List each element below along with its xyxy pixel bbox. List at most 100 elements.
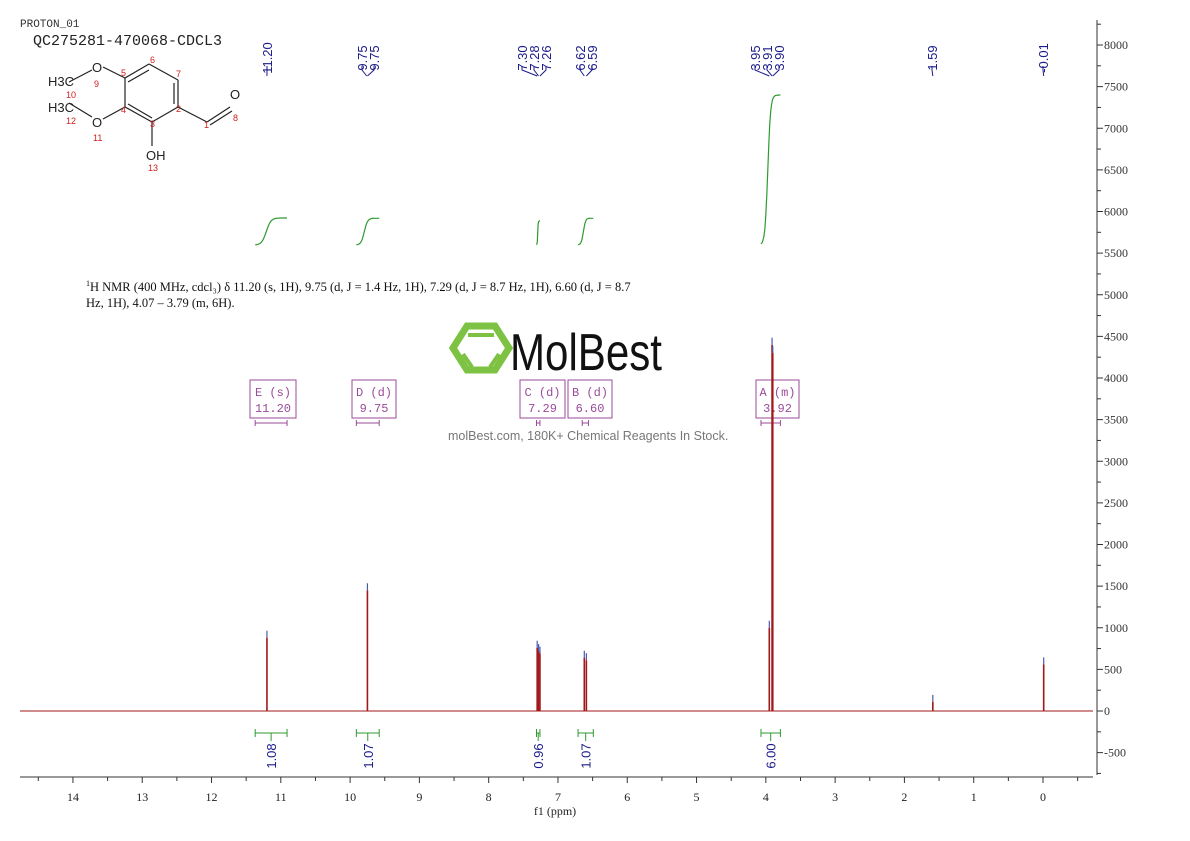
x-tick-label: 8 [486, 790, 492, 804]
atom-label: H3C [48, 74, 74, 89]
multiplet-label: D (d) [356, 386, 392, 400]
integral-bracket [535, 729, 541, 741]
y-tick-label: -500 [1104, 746, 1126, 760]
peak-label: 7.30 [515, 45, 530, 70]
multiplet-shift: 3.92 [763, 402, 792, 416]
integral-curve [760, 94, 781, 245]
x-tick-label: 7 [555, 790, 561, 804]
peak-label: 9.75 [355, 45, 370, 70]
atom-number: 9 [94, 79, 99, 89]
integral-value: 1.07 [579, 743, 594, 768]
multiplet-box [351, 379, 397, 419]
peak-label-leader [931, 66, 934, 77]
multiplet-range [581, 420, 589, 426]
multiplet-label: E (s) [255, 386, 291, 400]
peak-label: 1.59 [925, 45, 940, 70]
atom-label: H3C [48, 100, 74, 115]
peak-label-leader [533, 66, 539, 77]
atom-number: 4 [121, 105, 126, 115]
watermark: MolBest molBest.com, 180K+ Chemical Reag… [448, 322, 728, 443]
multiplet-label: C (d) [524, 386, 560, 400]
atom-number: 11 [93, 133, 102, 143]
sample-id: QC275281-470068-CDCL3 [33, 33, 223, 50]
x-tick-label: 14 [67, 790, 79, 804]
watermark-brand: MolBest [510, 324, 662, 382]
y-tick-label: 8000 [1104, 38, 1128, 52]
integral-curve [255, 217, 287, 246]
watermark-tagline: molBest.com, 180K+ Chemical Reagents In … [448, 429, 728, 443]
peak-label: 3.95 [748, 45, 763, 70]
multiplet-shift: 11.20 [255, 402, 291, 416]
multiplet-range [535, 420, 541, 426]
atom-number: 8 [233, 113, 238, 123]
integral-bracket [254, 729, 288, 741]
peak-label: 6.62 [573, 45, 588, 70]
peak-label: 7.28 [527, 45, 542, 70]
integral-value: 6.00 [764, 743, 779, 768]
molecule-structure: H3C O O H3C O OH 10 9 5 6 7 2 1 8 4 3 12… [48, 55, 240, 173]
x-tick-label: 5 [694, 790, 700, 804]
integral-curve [536, 220, 540, 246]
x-tick-label: 12 [206, 790, 218, 804]
x-tick-label: 11 [275, 790, 287, 804]
y-tick-label: 6500 [1104, 163, 1128, 177]
y-tick-label: 3500 [1104, 413, 1128, 427]
y-tick-label: 6000 [1104, 205, 1128, 219]
y-tick-label: 2000 [1104, 538, 1128, 552]
multiplet-label: A (m) [759, 386, 795, 400]
x-tick-label: 13 [136, 790, 148, 804]
x-tick-label: 2 [901, 790, 907, 804]
peak-label-leader [361, 66, 368, 77]
y-tick-label: 500 [1104, 662, 1122, 676]
nmr-description: 1H NMR (400 MHz, cdcl₃) δ 11.20 (s, 1H),… [86, 279, 631, 311]
atom-number: 5 [121, 68, 126, 78]
experiment-name: PROTON_01 [20, 19, 80, 31]
multiplet-box [567, 379, 613, 419]
peak-label: 7.26 [539, 45, 554, 70]
integral-curve [577, 217, 594, 246]
x-tick-label: 9 [416, 790, 422, 804]
atom-number: 3 [150, 119, 155, 129]
integral-bracket [760, 729, 781, 741]
y-tick-label: 4500 [1104, 329, 1128, 343]
multiplet-shift: 7.29 [528, 402, 557, 416]
multiplet-box [755, 379, 800, 419]
atom-label: O [230, 87, 240, 102]
peak-label: 3.91 [760, 45, 775, 70]
peak-label: 9.75 [367, 45, 382, 70]
peak-label-leader [579, 66, 585, 77]
x-tick-label: 6 [624, 790, 630, 804]
peak-label: -0.01 [1036, 43, 1051, 73]
x-tick-label: 10 [344, 790, 356, 804]
peak-label: 6.59 [585, 45, 600, 70]
peak-label-leader [766, 66, 773, 77]
multiplet-box [519, 379, 566, 419]
y-tick-label: 1500 [1104, 579, 1128, 593]
integral-value: 0.96 [531, 743, 546, 768]
atom-number: 10 [66, 90, 76, 100]
peak-label-leader [539, 66, 547, 77]
y-tick-label: 7500 [1104, 80, 1128, 94]
y-tick-label: 4000 [1104, 371, 1128, 385]
y-tick-label: 3000 [1104, 454, 1128, 468]
integral-bracket [355, 729, 380, 741]
atom-label: OH [146, 148, 166, 163]
peak-label-leader [586, 66, 593, 77]
multiplet-shift: 6.60 [576, 402, 605, 416]
peak-label-leader [367, 66, 375, 77]
atom-label: O [92, 115, 102, 130]
x-axis-label: f1 (ppm) [534, 804, 576, 818]
atom-number: 2 [176, 104, 181, 114]
x-tick-label: 1 [971, 790, 977, 804]
multiplet-range [355, 420, 380, 426]
integral-bracket [577, 729, 594, 741]
multiplet-range [760, 420, 781, 426]
multiplet-label: B (d) [572, 386, 608, 400]
peak-label: 3.90 [772, 45, 787, 70]
x-tick-label: 4 [763, 790, 769, 804]
y-tick-label: 1000 [1104, 621, 1128, 635]
peak-label-leader [521, 66, 538, 77]
multiplet-box [249, 379, 297, 419]
atom-number: 12 [66, 116, 76, 126]
y-tick-label: 5500 [1104, 246, 1128, 260]
